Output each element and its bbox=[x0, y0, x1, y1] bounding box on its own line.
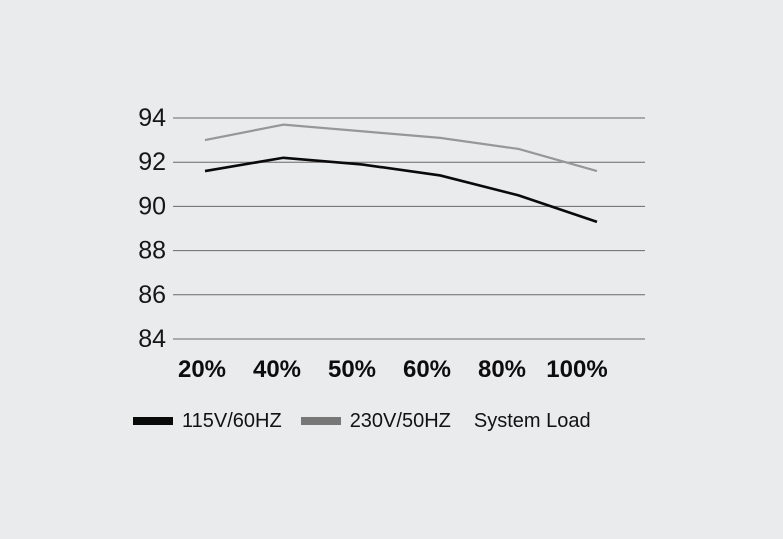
y-tick-label: 90 bbox=[138, 192, 166, 220]
y-axis-tick-labels: 94 92 90 88 86 84 bbox=[138, 104, 166, 353]
x-tick-label: 40% bbox=[253, 356, 301, 383]
series-line-230v-50hz bbox=[204, 123, 598, 173]
gridlines-group bbox=[173, 117, 645, 340]
x-tick-label: 50% bbox=[328, 356, 376, 383]
legend-swatch-230v-50hz bbox=[300, 417, 341, 425]
y-tick-label: 86 bbox=[138, 281, 166, 309]
x-tick-label: 100% bbox=[546, 356, 607, 383]
x-axis-title: System Load bbox=[473, 409, 591, 432]
series-line-115v-60hz bbox=[204, 156, 598, 224]
x-tick-label: 20% bbox=[178, 356, 226, 383]
legend-swatch-115v-60hz bbox=[133, 417, 173, 425]
chart-legend: 115V/60HZ 230V/50HZ System Load bbox=[133, 406, 591, 436]
x-axis-tick-labels: 20% 40% 50% 60% 80% 100% bbox=[178, 356, 608, 383]
x-tick-label: 60% bbox=[403, 356, 451, 383]
y-tick-label: 84 bbox=[138, 325, 166, 353]
series-lines-group bbox=[204, 123, 598, 224]
y-tick-label: 92 bbox=[138, 148, 166, 176]
y-tick-label: 94 bbox=[138, 104, 166, 132]
x-tick-label: 80% bbox=[478, 356, 526, 383]
legend-label-115v-60hz: 115V/60HZ bbox=[182, 409, 282, 432]
legend-label-230v-50hz: 230V/50HZ bbox=[349, 409, 451, 432]
y-tick-label: 88 bbox=[138, 237, 166, 265]
